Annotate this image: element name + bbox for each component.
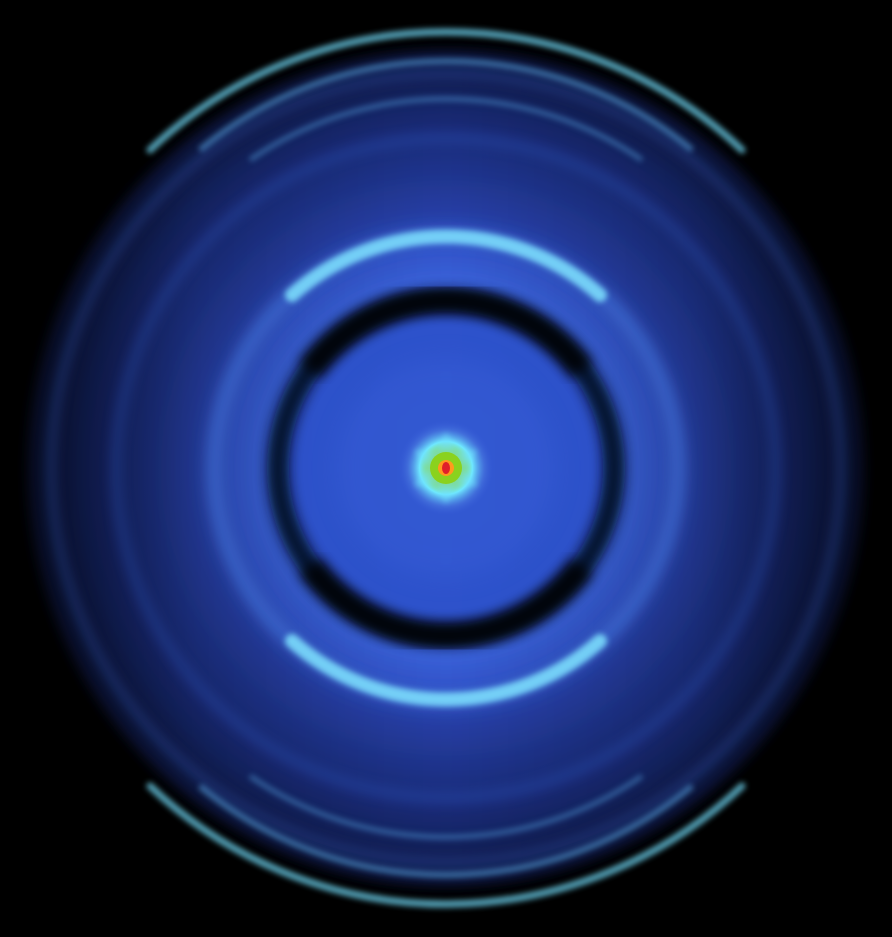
outer-arc-3-bottom (248, 773, 644, 840)
outer-arc-3-top (248, 96, 644, 163)
dark-ring-bottom-heavy (299, 558, 593, 649)
faint-ring-mid (111, 133, 781, 803)
dark-ring-top-heavy (299, 287, 593, 378)
outer-rim-arc-top (146, 28, 746, 154)
outer-rim-arc-bottom (146, 782, 746, 908)
outer-arc-2-top (198, 58, 694, 153)
faint-ring-outer (47, 69, 845, 867)
middle-ring-arc-top (285, 229, 607, 302)
center-core-red (442, 462, 450, 474)
middle-ring-arc-bottom (285, 634, 607, 707)
outer-arc-2-bottom (198, 783, 694, 878)
